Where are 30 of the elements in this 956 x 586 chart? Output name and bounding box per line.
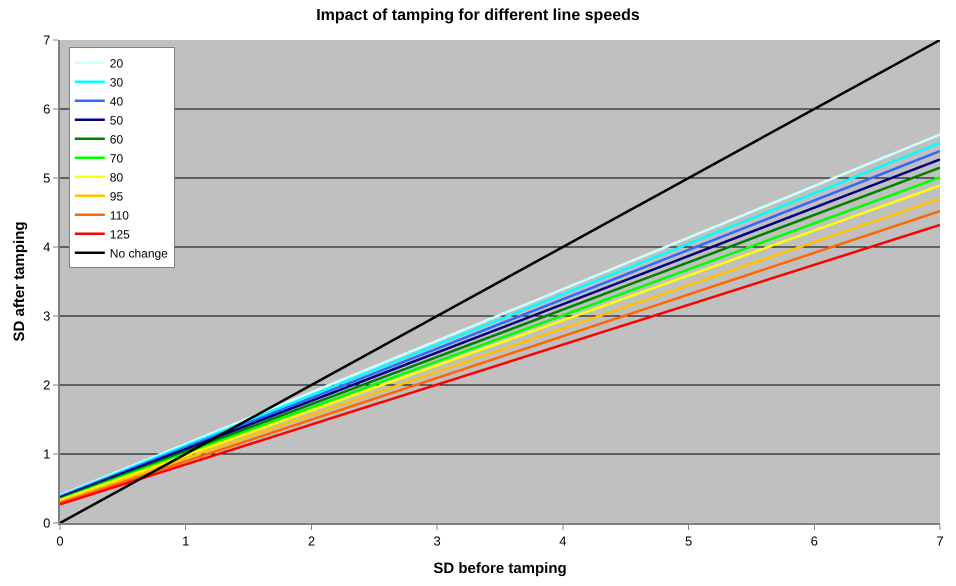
legend-label: 70 — [110, 151, 124, 166]
y-tick-label: 6 — [43, 102, 50, 117]
x-tick-label: 6 — [810, 534, 818, 549]
y-tick-label: 2 — [43, 378, 50, 393]
legend-label: 40 — [110, 94, 124, 108]
x-tick-label: 3 — [434, 534, 441, 549]
legend-label: 110 — [110, 208, 130, 222]
legend-label: 125 — [110, 227, 130, 242]
x-tick-label: 5 — [684, 534, 692, 549]
y-tick-label: 1 — [43, 446, 50, 462]
x-tick-label: 0 — [56, 534, 64, 549]
legend-label: No change — [110, 246, 168, 260]
legend-label: 50 — [110, 113, 124, 128]
legend-label: 30 — [110, 75, 124, 90]
y-tick-label: 5 — [43, 170, 50, 186]
y-tick-label: 7 — [43, 32, 50, 48]
y-tick-label: 0 — [43, 516, 50, 531]
x-tick-label: 7 — [936, 534, 944, 549]
legend-label: 20 — [110, 56, 124, 70]
chart-title: Impact of tamping for different line speeds — [316, 6, 640, 24]
y-axis-title: SD after tamping — [10, 221, 28, 342]
x-tick-label: 1 — [182, 534, 190, 549]
y-tick-label: 4 — [43, 240, 50, 255]
x-tick-label: 2 — [308, 534, 316, 549]
legend-label: 95 — [110, 189, 124, 204]
legend-label: 60 — [110, 132, 124, 146]
x-axis-title: SD before tamping — [433, 560, 567, 578]
legend-label: 80 — [110, 170, 124, 184]
y-tick-label: 3 — [43, 308, 50, 324]
x-tick-label: 4 — [559, 534, 566, 549]
